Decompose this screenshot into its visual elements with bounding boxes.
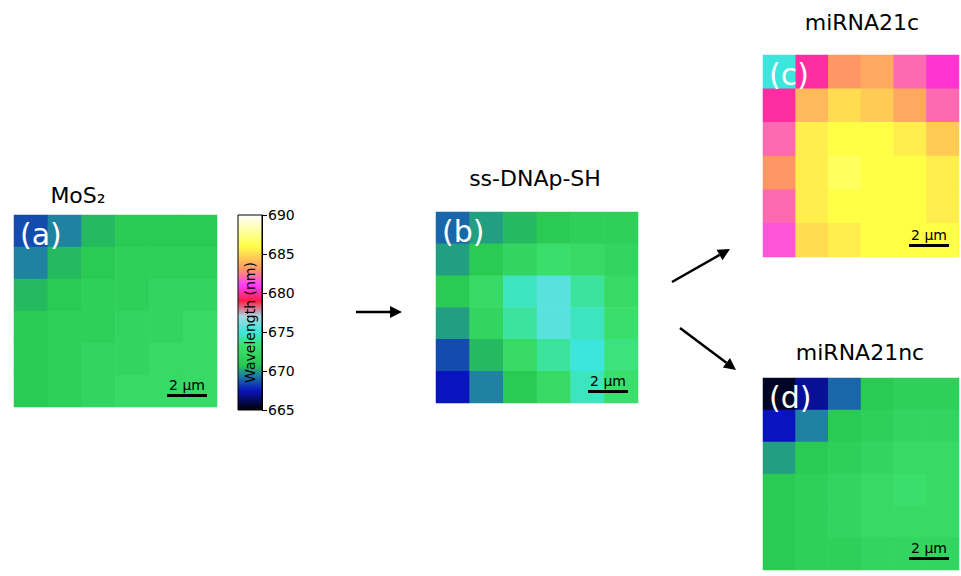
svg-text:(b): (b) <box>442 214 484 249</box>
svg-text:675: 675 <box>268 324 295 340</box>
svg-text:680: 680 <box>268 285 295 301</box>
svg-text:MoS₂: MoS₂ <box>50 183 105 208</box>
svg-text:2 μm: 2 μm <box>169 377 205 393</box>
svg-text:(a): (a) <box>20 217 62 252</box>
svg-text:(d): (d) <box>769 380 811 415</box>
svg-text:2 μm: 2 μm <box>911 540 947 556</box>
svg-text:miRNA21nc: miRNA21nc <box>796 340 924 365</box>
svg-text:2 μm: 2 μm <box>911 227 947 243</box>
svg-text:Wavelength (nm): Wavelength (nm) <box>242 262 258 383</box>
svg-text:665: 665 <box>268 402 295 418</box>
svg-text:miRNA21c: miRNA21c <box>805 10 919 35</box>
svg-text:(c): (c) <box>769 57 809 92</box>
svg-text:690: 690 <box>268 207 295 223</box>
svg-text:ss-DNAp-SH: ss-DNAp-SH <box>469 166 601 191</box>
svg-text:685: 685 <box>268 246 295 262</box>
svg-text:2 μm: 2 μm <box>590 373 626 389</box>
svg-text:670: 670 <box>268 363 295 379</box>
